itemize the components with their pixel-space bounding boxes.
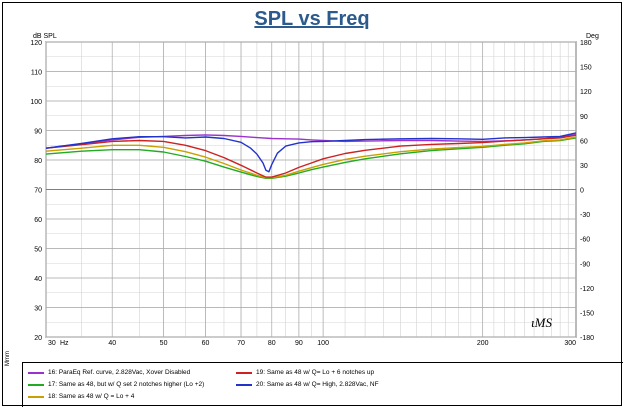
legend-label: 18: Same as 48 w/ Q = Lo + 4 [48,393,135,400]
y2-tick-label: 180 [580,40,592,47]
legend-swatch [28,383,44,386]
series-line-4 [45,134,577,178]
chart-title: SPL vs Freq [254,8,370,30]
y-axis-unit-left: dB SPL [33,33,57,40]
y-tick-label: 50 [34,247,42,254]
legend-swatch [236,383,252,386]
y-tick-label: 90 [34,129,42,136]
legend-label: 20: Same as 48 w/ Q= High, 2.828Vac, NF [256,381,379,388]
legend-label: 17: Same as 48, but w/ Q set 2 notches h… [48,381,205,388]
y-tick-label: 60 [34,217,42,224]
x-tick-label: 70 [237,340,245,347]
y-tick-label: 110 [31,70,42,77]
y-tick-label: 120 [30,40,42,47]
y-tick-label: 30 [34,306,42,313]
x-tick-label: 40 [108,340,116,347]
x-tick-label: 30 [48,340,56,347]
x-tick-label: 60 [202,340,210,347]
x-unit-label: Hz [60,340,69,347]
x-tick-label: 80 [268,340,276,347]
x-tick-label: 300 [564,340,576,347]
series-line-3 [45,136,577,179]
y-tick-label: 100 [30,99,42,106]
legend-side-tag: Mmm [5,351,11,366]
x-tick-label: 90 [295,340,303,347]
y-tick-label: 70 [34,188,42,195]
y2-tick-label: 90 [580,114,588,121]
legend-item: 16: ParaEq Ref. curve, 2.828Vac, Xover D… [28,369,190,376]
x-tick-label: 50 [160,340,168,347]
y2-tick-label: 120 [580,89,592,96]
y2-tick-label: 60 [580,138,588,145]
series-line-2 [45,137,577,180]
y2-tick-label: 150 [580,65,592,72]
y2-tick-label: -150 [580,310,594,317]
y2-tick-label: -30 [580,212,590,219]
legend-item: 18: Same as 48 w/ Q = Lo + 4 [28,393,134,400]
legend-item: 19: Same as 48 w/ Q= Lo + 6 notches up [236,369,374,376]
y2-tick-label: 30 [580,163,588,170]
x-tick-label: 100 [317,340,329,347]
y2-tick-label: 0 [580,188,584,195]
legend-label: 16: ParaEq Ref. curve, 2.828Vac, Xover D… [48,369,191,376]
legend-swatch [28,371,44,374]
legend-item: 17: Same as 48, but w/ Q set 2 notches h… [28,381,204,388]
y2-tick-label: -90 [580,261,590,268]
legend-label: 19: Same as 48 w/ Q= Lo + 6 notches up [256,369,375,376]
legend-swatch [236,371,252,374]
legend-swatch [28,395,44,398]
y2-tick-label: -60 [580,237,590,244]
y-tick-label: 20 [34,335,42,342]
legend-item: 20: Same as 48 w/ Q= High, 2.828Vac, NF [236,381,379,388]
y2-tick-label: -180 [580,335,594,342]
series-line-5 [45,132,577,173]
y-tick-label: 40 [34,276,42,283]
y-axis-unit-right: Deg [586,33,599,40]
y-tick-label: 80 [34,158,42,165]
y2-tick-label: -120 [580,286,594,293]
x-tick-label: 200 [477,340,489,347]
legend [22,362,623,407]
lms-watermark: ιMS [531,315,552,330]
